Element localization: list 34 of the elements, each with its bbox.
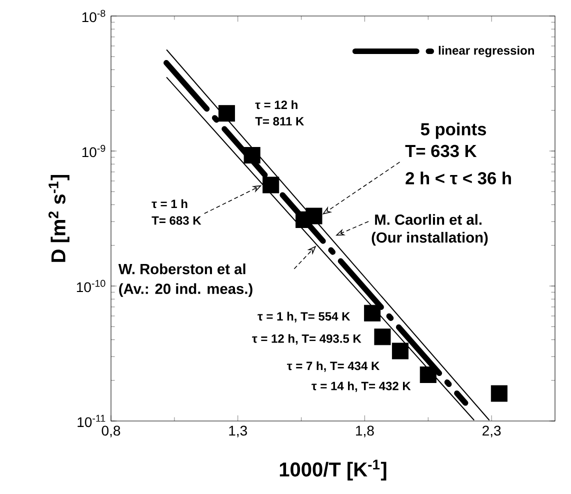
annotation: T= 811 K — [255, 117, 304, 126]
legend-label: linear regression — [438, 46, 534, 58]
annotation: τ = 7 h, T= 434 K — [287, 361, 380, 372]
point — [244, 147, 260, 164]
annotation: (Our installation) — [372, 232, 488, 246]
annotation: W. Roberston et al — [118, 263, 246, 274]
annotation: M. Caorlin et al. — [375, 214, 482, 225]
y-tick-label: 10$^{-10}$ — [76, 280, 106, 292]
x-tick-label: 1,3 — [229, 426, 247, 438]
annotation: τ = 14 h, T= 432 K — [312, 381, 411, 392]
x-tick-label: 2,3 — [482, 426, 501, 438]
annotation: τ = 12 h — [255, 100, 298, 110]
point — [374, 328, 391, 346]
point — [306, 208, 322, 224]
y-tick-label: 10$^{-9}$ — [82, 144, 106, 158]
y-tick-label: 10$^{-8}$ — [82, 10, 106, 22]
point — [364, 304, 381, 322]
annotation: T= 683 K — [152, 216, 202, 225]
annotation: τ = 12 h, T= 493.5 K — [252, 334, 362, 345]
y-axis-title: D [m$^{2}$ s$^{-1}$] — [48, 174, 70, 262]
annotation: 2 h < τ < 36 h — [406, 172, 511, 184]
point — [392, 342, 409, 360]
point — [262, 176, 280, 194]
point — [420, 366, 436, 384]
x-tick-label: 0,8 — [102, 426, 120, 438]
point — [218, 105, 235, 122]
x-tick-label: 1,8 — [356, 426, 374, 438]
annotation: 5 points — [420, 122, 486, 139]
x-axis-title: 1000/T [K$^{-1}$] — [280, 460, 386, 481]
annotation: (Av.: 20 ind. meas.) — [119, 283, 252, 297]
annotation: τ = 1 h, T= 554 K — [258, 312, 350, 322]
annotation: T= 633 K — [405, 144, 477, 158]
point — [490, 385, 508, 402]
annotation: τ = 1 h — [152, 199, 188, 208]
